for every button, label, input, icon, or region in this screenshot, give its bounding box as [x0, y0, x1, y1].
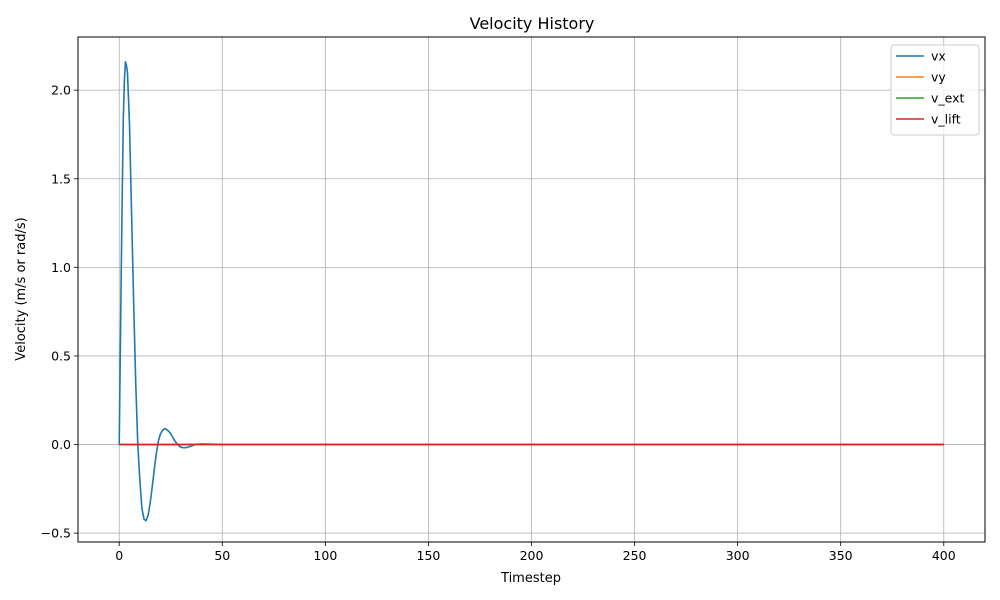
legend-label: v_ext	[931, 91, 965, 106]
x-tick-label: 50	[214, 548, 230, 563]
legend: vx vy v_ext v_lift	[890, 44, 980, 136]
x-tick-label: 300	[726, 548, 750, 563]
x-tick-label: 0	[115, 548, 123, 563]
x-tick-label: 350	[829, 548, 853, 563]
x-tick-label: 400	[932, 548, 956, 563]
legend-label: v_lift	[931, 112, 961, 127]
x-tick-label: 200	[520, 548, 544, 563]
x-axis-label: Timestep	[500, 571, 561, 586]
legend-label: vy	[931, 70, 946, 85]
y-tick-label: 2.0	[51, 83, 71, 98]
x-axis-ticks: 0 50 100 150 200 250 300 350 400	[115, 542, 956, 563]
grid-lines	[78, 37, 985, 542]
series-line-v-lift	[119, 443, 944, 446]
legend-label: vx	[931, 49, 946, 64]
y-tick-label: 0.0	[51, 437, 71, 452]
x-tick-label: 100	[313, 548, 337, 563]
y-axis-ticks: −0.5 0.0 0.5 1.0 1.5 2.0	[41, 83, 78, 541]
y-tick-label: 1.0	[51, 260, 71, 275]
x-tick-label: 150	[417, 548, 441, 563]
legend-box	[890, 44, 980, 136]
y-axis-label: Velocity (m/s or rad/s)	[14, 217, 29, 360]
y-tick-label: 1.5	[51, 171, 71, 186]
y-tick-label: 0.5	[51, 348, 71, 363]
plot-lines	[118, 61, 944, 522]
x-tick-label: 250	[623, 548, 647, 563]
chart-title: Velocity History	[470, 14, 595, 33]
y-tick-label: −0.5	[41, 526, 71, 541]
